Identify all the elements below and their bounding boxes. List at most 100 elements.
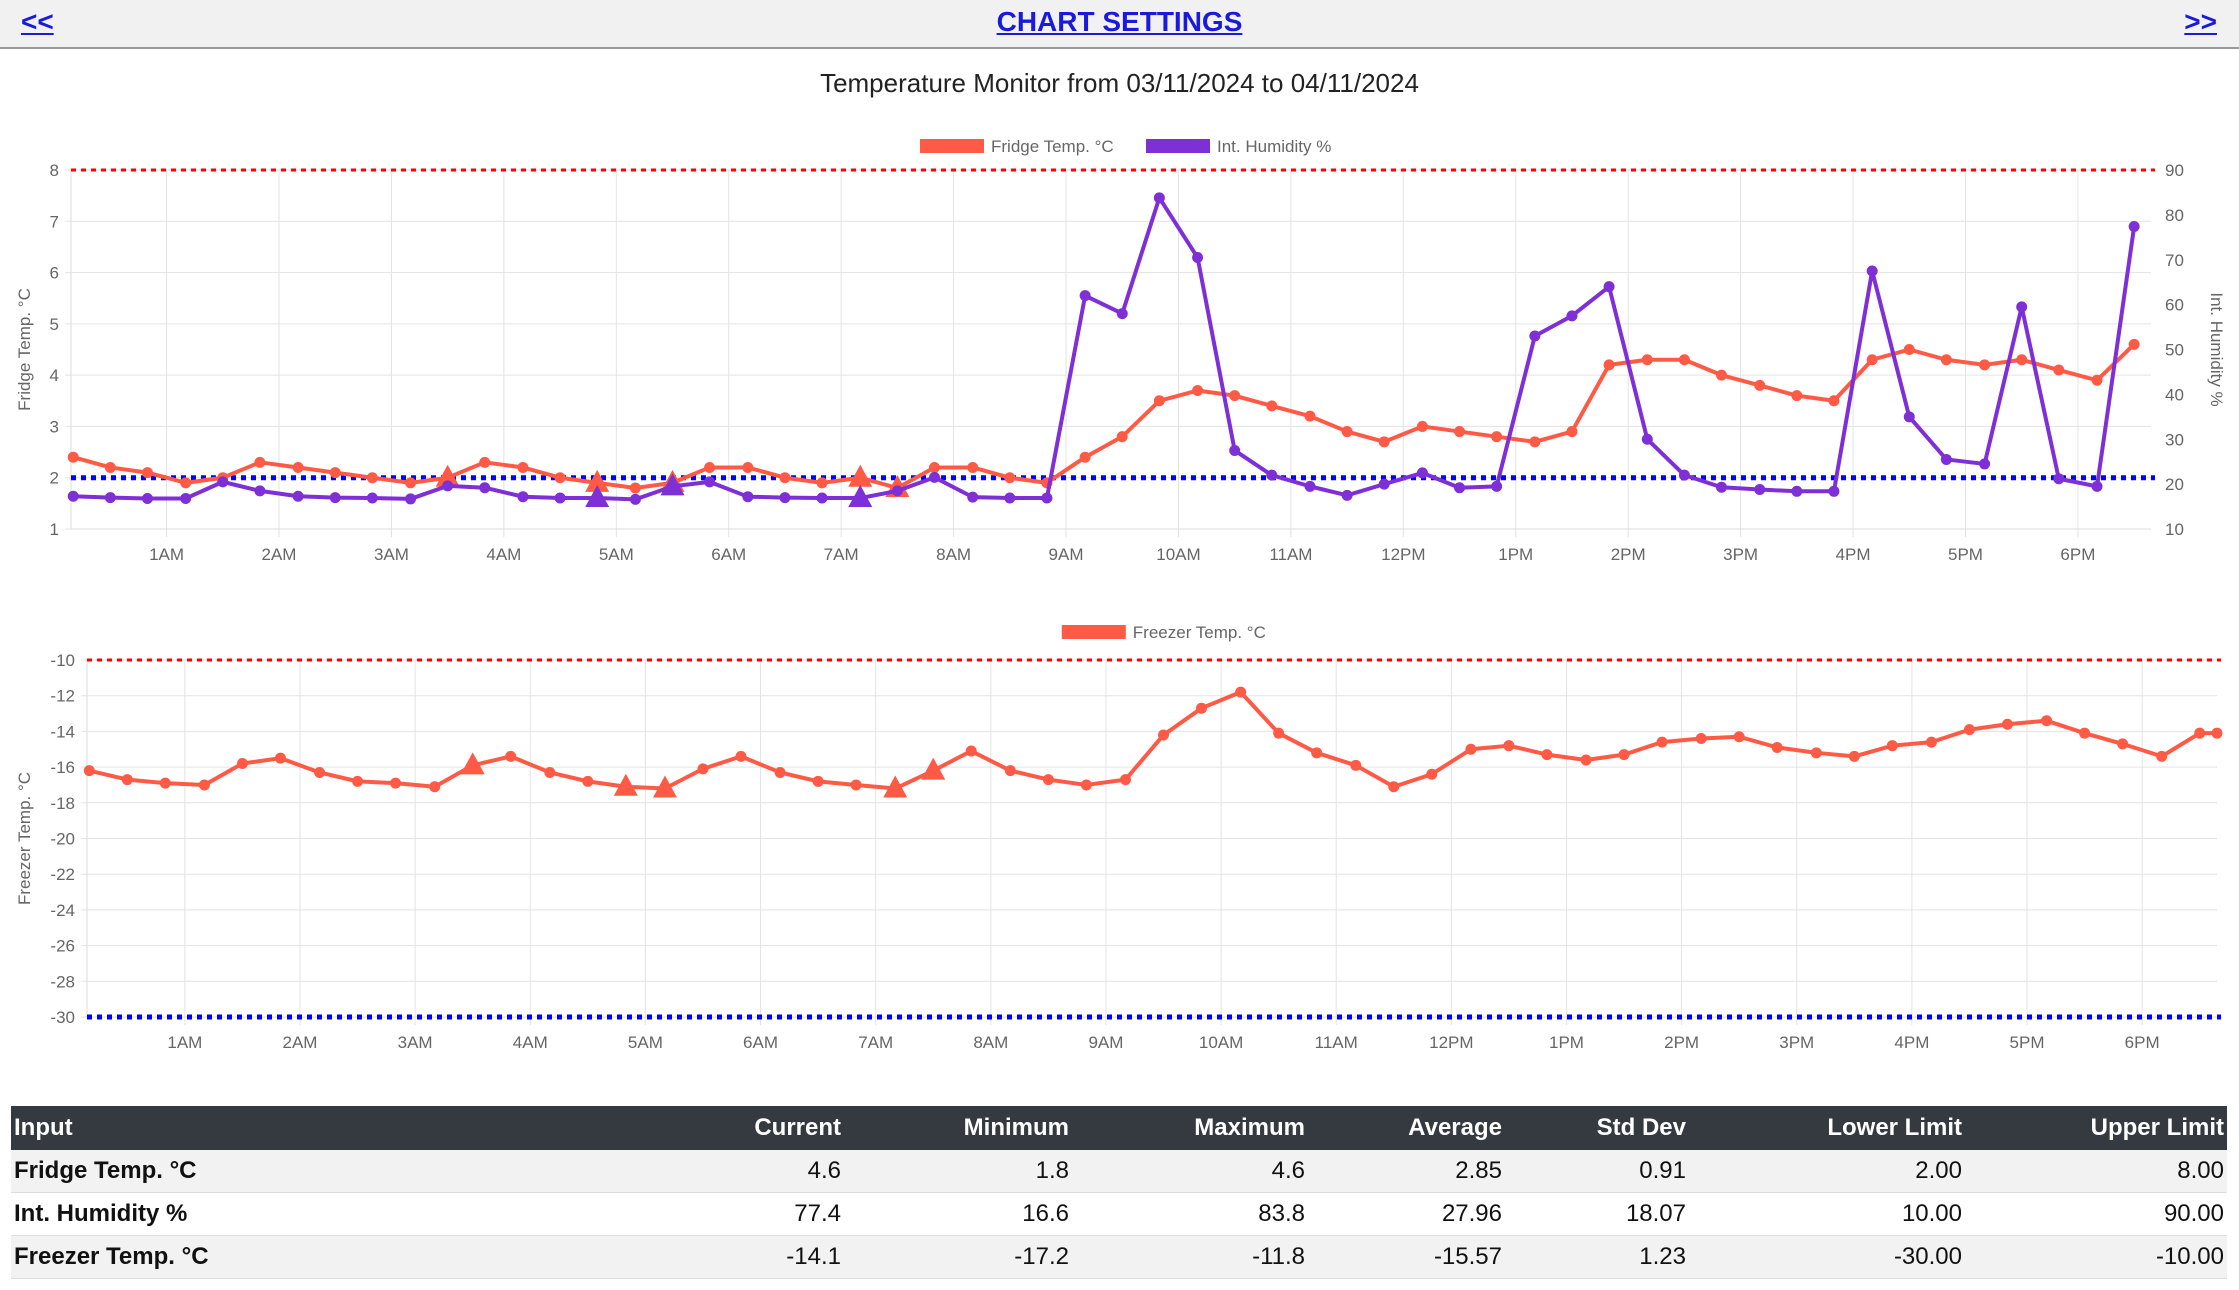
data-point-int-humidity <box>1491 480 1503 492</box>
data-point-freezer-temp-c <box>735 750 747 762</box>
x-tick-label: 2AM <box>262 545 297 564</box>
data-point-fridge-temp-c <box>742 461 754 473</box>
data-point-int-humidity <box>891 485 903 497</box>
next-page-link[interactable]: >> <box>2184 6 2217 37</box>
y-tick-label: -26 <box>50 937 75 956</box>
data-point-fridge-temp-c <box>1416 420 1428 432</box>
row-lower-limit: 2.00 <box>1689 1150 1965 1193</box>
data-point-fridge-temp-c <box>1116 431 1128 443</box>
x-tick-label: 6AM <box>743 1033 778 1052</box>
data-point-freezer-temp-c <box>1925 736 1937 748</box>
data-point-int-humidity <box>1678 469 1690 481</box>
data-point-triangle-fridge-temp-c <box>585 469 610 492</box>
header-current: Current <box>627 1106 844 1150</box>
y-tick-label: 4 <box>50 366 59 385</box>
y-tick-label: 6 <box>50 264 59 283</box>
data-point-int-humidity <box>67 490 79 502</box>
x-tick-label: 6AM <box>711 545 746 564</box>
data-point-int-humidity <box>704 476 716 488</box>
data-point-fridge-temp-c <box>1004 472 1016 484</box>
y-tick-label: -16 <box>50 758 75 777</box>
data-point-freezer-temp-c <box>965 745 977 757</box>
data-point-int-humidity <box>629 493 641 505</box>
data-point-freezer-temp-c <box>352 775 364 787</box>
data-point-triangle-freezer-temp-c <box>921 757 946 780</box>
data-point-triangle-freezer-temp-c <box>613 773 638 796</box>
data-point-freezer-temp-c <box>1963 724 1975 736</box>
x-tick-label: 10AM <box>1199 1033 1243 1052</box>
y-tick-label: -18 <box>50 794 75 813</box>
data-point-freezer-temp-c <box>544 766 556 778</box>
data-point-int-humidity <box>742 491 754 503</box>
data-point-freezer-temp-c <box>2001 718 2013 730</box>
legend-label-fridge-temp-c: Fridge Temp. °C <box>991 137 1114 156</box>
data-point-int-humidity <box>479 482 491 494</box>
y-tick-label: 5 <box>50 315 59 334</box>
data-point-freezer-temp-c <box>390 777 402 789</box>
data-point-fridge-temp-c <box>517 461 529 473</box>
data-point-fridge-temp-c <box>1266 400 1278 412</box>
y-tick-label: -22 <box>50 865 75 884</box>
data-point-fridge-temp-c <box>180 477 192 489</box>
y-tick-label: -12 <box>50 687 75 706</box>
row-upper-limit: -10.00 <box>1965 1235 2227 1279</box>
data-point-int-humidity <box>1529 330 1541 342</box>
statistics-header-row: Input Current Minimum Maximum Average St… <box>11 1106 2227 1150</box>
data-point-fridge-temp-c <box>1229 390 1241 402</box>
y-tick-label: -28 <box>50 972 75 991</box>
previous-page-link[interactable]: << <box>21 6 54 37</box>
data-point-int-humidity <box>1454 482 1466 494</box>
data-point-triangle-int-humidity <box>585 485 610 508</box>
data-point-fridge-temp-c <box>1378 436 1390 448</box>
x-tick-label: 9AM <box>1088 1033 1123 1052</box>
data-point-int-humidity <box>1304 480 1316 492</box>
chart-settings-link[interactable]: CHART SETTINGS <box>996 6 1243 37</box>
data-point-fridge-temp-c <box>554 472 566 484</box>
data-point-fridge-temp-c <box>366 472 378 484</box>
data-point-fridge-temp-c <box>1754 379 1766 391</box>
data-point-int-humidity <box>1791 485 1803 497</box>
y-tick-label: 7 <box>50 212 59 231</box>
y-tick-label: -20 <box>50 830 75 849</box>
data-point-int-humidity <box>405 493 417 505</box>
data-point-fridge-temp-c <box>1678 354 1690 366</box>
header-minimum: Minimum <box>844 1106 1072 1150</box>
data-point-fridge-temp-c <box>1903 344 1915 355</box>
data-point-int-humidity <box>1041 492 1053 504</box>
row-current: 77.4 <box>627 1192 844 1236</box>
data-point-fridge-temp-c <box>1566 426 1578 438</box>
data-point-int-humidity <box>1903 411 1915 423</box>
data-point-int-humidity <box>329 492 341 504</box>
y-axis-title: Fridge Temp. °C <box>15 288 34 411</box>
data-point-int-humidity <box>1940 453 1952 465</box>
data-point-fridge-temp-c <box>1940 354 1952 366</box>
y-tick-label: -10 <box>50 651 75 670</box>
data-point-freezer-temp-c <box>582 775 594 787</box>
row-minimum: 16.6 <box>844 1192 1072 1236</box>
x-tick-label: 4AM <box>513 1033 548 1052</box>
data-point-fridge-temp-c <box>816 477 828 489</box>
y2-tick-label: 60 <box>2165 296 2184 315</box>
x-tick-label: 4PM <box>1894 1033 1929 1052</box>
series-line-freezer-temp-c <box>88 690 2217 791</box>
data-point-freezer-temp-c <box>1886 740 1898 752</box>
x-tick-label: 2PM <box>1611 545 1646 564</box>
y2-tick-label: 10 <box>2165 520 2184 539</box>
header-upper-limit: Upper Limit <box>1965 1106 2227 1150</box>
data-point-int-humidity <box>1603 281 1615 293</box>
data-point-int-humidity <box>1641 433 1653 445</box>
data-point-freezer-temp-c <box>2117 738 2129 750</box>
table-row: Fridge Temp. °C 4.6 1.8 4.6 2.85 0.91 2.… <box>11 1150 2227 1193</box>
data-point-freezer-temp-c <box>1465 743 1477 755</box>
fridge-humidity-chart: 1 2 3 4 5 6 7 8 10 20 30 40 50 60 70 80 90 1AM 2AM 3AM 4AM 5A… <box>15 137 2226 564</box>
data-point-fridge-temp-c <box>104 461 116 473</box>
data-point-int-humidity <box>1079 290 1091 302</box>
header-maximum: Maximum <box>1072 1106 1308 1150</box>
x-tick-label: 7AM <box>824 545 859 564</box>
data-point-freezer-temp-c <box>1580 754 1592 766</box>
data-point-freezer-temp-c <box>1080 779 1092 791</box>
legend-swatch-freezer-temp-c <box>1061 625 1126 639</box>
header-std-dev: Std Dev <box>1505 1106 1689 1150</box>
data-point-int-humidity <box>366 492 378 504</box>
row-minimum: 1.8 <box>844 1150 1072 1193</box>
